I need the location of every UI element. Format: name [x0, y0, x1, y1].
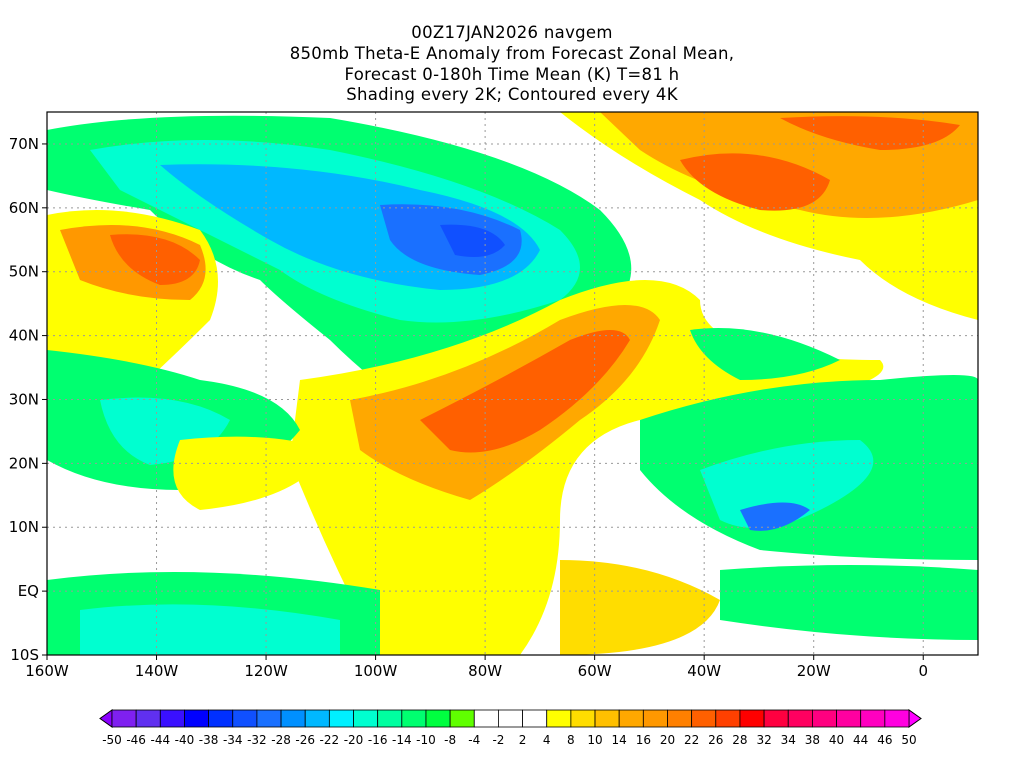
colorbar-swatch — [546, 709, 572, 728]
colorbar-swatch — [570, 709, 596, 728]
colorbar-label: 32 — [756, 733, 771, 747]
colorbar-swatch — [377, 709, 403, 728]
lat-label: 30N — [9, 390, 39, 408]
colorbar-label: 4 — [543, 733, 551, 747]
colorbar-swatch — [811, 709, 837, 728]
colorbar-swatch — [184, 709, 210, 728]
colorbar-swatch — [111, 709, 137, 728]
lat-label: 40N — [9, 327, 39, 345]
colorbar-swatch — [232, 709, 258, 728]
colorbar-label: -10 — [416, 733, 436, 747]
colorbar-swatch — [353, 709, 379, 728]
colorbar-label: -50 — [102, 733, 122, 747]
colorbar-label: 46 — [877, 733, 892, 747]
colorbar-swatch — [763, 709, 789, 728]
title-line-3: Forecast 0-180h Time Mean (K) T=81 h — [344, 65, 680, 84]
colorbar-label: -8 — [444, 733, 456, 747]
lat-label: 60N — [9, 199, 39, 217]
title-line-1: 00Z17JAN2026 navgem — [411, 23, 613, 42]
colorbar-label: -38 — [199, 733, 219, 747]
colorbar-label: -44 — [150, 733, 170, 747]
colorbar-swatch — [449, 709, 475, 728]
colorbar-label: 40 — [829, 733, 844, 747]
colorbar-label: 10 — [587, 733, 602, 747]
longitude-labels: 160W 140W 120W 100W 80W 60W 40W 20W 0 — [25, 662, 928, 680]
colorbar-label: 22 — [684, 733, 699, 747]
lat-label: 10S — [10, 646, 39, 664]
colorbar-label: 44 — [853, 733, 868, 747]
colorbar-swatch — [159, 709, 185, 728]
map-frame — [46, 111, 979, 656]
lon-label: 120W — [244, 662, 288, 680]
colorbar-label: -40 — [175, 733, 195, 747]
colorbar-swatch — [715, 709, 741, 728]
lat-label: 20N — [9, 454, 39, 472]
colorbar-label: 34 — [781, 733, 796, 747]
colorbar-label: 28 — [732, 733, 747, 747]
colorbar-swatch — [691, 709, 717, 728]
colorbar-label: -14 — [392, 733, 412, 747]
colorbar-swatch — [328, 709, 354, 728]
colorbar-swatch — [836, 709, 862, 728]
colorbar-label: -34 — [223, 733, 243, 747]
lon-label: 20W — [797, 662, 831, 680]
colorbar-swatch — [280, 709, 306, 728]
colorbar-swatch — [860, 709, 886, 728]
title-line-4: Shading every 2K; Contoured every 4K — [346, 85, 678, 104]
colorbar-label: -26 — [295, 733, 315, 747]
colorbar-label: -32 — [247, 733, 267, 747]
colorbar-swatch — [522, 709, 548, 728]
colorbar-label: 8 — [567, 733, 575, 747]
colorbar-swatch — [401, 709, 427, 728]
colorbar-label: -46 — [126, 733, 146, 747]
lat-label: 10N — [9, 518, 39, 536]
colorbar-swatch — [884, 709, 910, 728]
title-line-2: 850mb Theta-E Anomaly from Forecast Zona… — [289, 44, 735, 63]
colorbar-label: 16 — [636, 733, 651, 747]
colorbar-swatch — [256, 709, 282, 728]
colorbar-swatch — [642, 709, 668, 728]
colorbar-label: -22 — [320, 733, 340, 747]
shaded-field — [47, 112, 978, 655]
colorbar-label: 2 — [519, 733, 527, 747]
lon-label: 60W — [578, 662, 612, 680]
colorbar-swatch — [135, 709, 161, 728]
colorbar-label: 26 — [708, 733, 723, 747]
colorbar-label: 38 — [805, 733, 820, 747]
lon-label: 0 — [918, 662, 928, 680]
lon-label: 140W — [135, 662, 179, 680]
latitude-labels: 70N 60N 50N 40N 30N 20N 10N EQ 10S — [9, 135, 39, 664]
colorbar-swatch — [739, 709, 765, 728]
lat-label: 50N — [9, 263, 39, 281]
lon-label: 160W — [25, 662, 69, 680]
lat-label: EQ — [18, 582, 39, 600]
colorbar-low-arrow — [99, 709, 113, 728]
lon-label: 40W — [687, 662, 721, 680]
colorbar-label: -4 — [468, 733, 480, 747]
lat-label: 70N — [9, 135, 39, 153]
graticule — [42, 112, 978, 660]
colorbar-swatch — [667, 709, 693, 728]
colorbar: -50 -46 -44 -40 -38 -34 -32 -28 -26 -22 -20 -16 -14-… — [99, 709, 922, 747]
lon-label: 100W — [354, 662, 398, 680]
colorbar-label: 14 — [612, 733, 627, 747]
colorbar-swatch — [473, 709, 499, 728]
colorbar-label: 20 — [660, 733, 675, 747]
lon-label: 80W — [468, 662, 502, 680]
colorbar-swatch — [787, 709, 813, 728]
colorbar-label: -20 — [344, 733, 364, 747]
colorbar-swatch — [304, 709, 330, 728]
colorbar-label: 50 — [901, 733, 916, 747]
colorbar-high-arrow — [908, 709, 922, 728]
colorbar-label: -28 — [271, 733, 291, 747]
colorbar-swatch — [425, 709, 451, 728]
colorbar-swatch — [594, 709, 620, 728]
colorbar-label: -2 — [492, 733, 504, 747]
colorbar-swatch — [498, 709, 523, 728]
colorbar-swatch — [208, 709, 234, 728]
colorbar-swatch — [618, 709, 644, 728]
colorbar-label: -16 — [368, 733, 388, 747]
